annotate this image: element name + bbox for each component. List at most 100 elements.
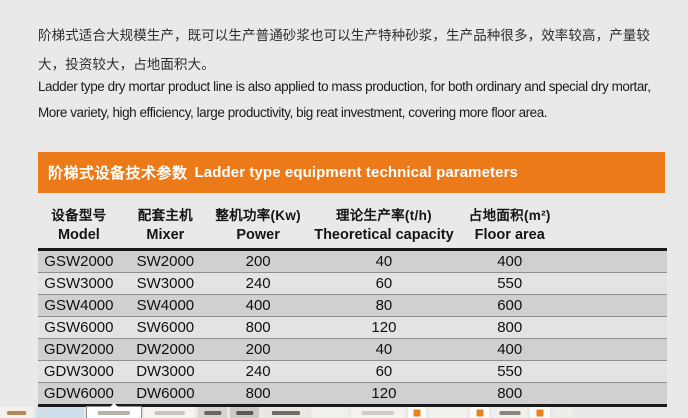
table-cell: 240 — [210, 272, 306, 295]
table-cell: 40 — [305, 338, 463, 361]
table-cell: 550 — [462, 360, 557, 383]
table-cell: GDW2000 — [38, 338, 120, 361]
table-cell: SW2000 — [136, 253, 195, 270]
thumb-doc-page[interactable] — [553, 407, 573, 418]
col-header-capacity-zh: 理论生产率(t/h) — [335, 208, 432, 223]
table-cell: 400 — [497, 253, 523, 270]
table-cell — [557, 250, 667, 273]
section-title-chinese: 阶梯式设备技术参数 — [48, 165, 188, 182]
thumbnail-content-mark — [6, 410, 27, 415]
technical-parameters-table: 设备型号 Model 配套主机 Mixer 整机功率(Kw) Power 理论生… — [38, 205, 667, 407]
table-row: GSW2000 SW2000 200 40 400 — [38, 249, 667, 273]
table-cell: 800 — [210, 382, 306, 407]
table-cell: GDW6000 — [38, 382, 120, 407]
table-cell: 200 — [245, 253, 271, 270]
table-cell: SW4000 — [119, 294, 211, 317]
table-cell: 400 — [210, 294, 306, 317]
col-header-mixer-en: Mixer — [146, 227, 185, 243]
col-header-floor-area-zh: 占地面积(m²) — [468, 208, 551, 223]
table-cell: 800 — [462, 316, 557, 339]
table-cell — [556, 294, 667, 317]
thumb-orange-header-page[interactable] — [408, 407, 426, 418]
intro-paragraph-english: Ladder type dry mortar product line is a… — [38, 78, 651, 120]
col-header-capacity: 理论生产率(t/h) Theoretical capacity — [305, 205, 463, 251]
table-cell: 120 — [305, 316, 463, 339]
table-cell — [556, 338, 667, 361]
col-header-spacer — [556, 205, 667, 251]
table-cell: GSW3000 — [38, 272, 120, 295]
table-cell — [556, 316, 667, 339]
table-row: GDW2000 DW2000 200 40 400 — [38, 338, 667, 361]
table-cell: 200 — [210, 338, 306, 361]
thumb-orange-header-page[interactable] — [530, 407, 550, 418]
table-cell — [556, 382, 667, 407]
table-cell: 60 — [305, 272, 463, 295]
table-cell: 60 — [305, 360, 463, 383]
col-header-floor-area: 占地面积(m²) Floor area — [462, 205, 557, 251]
section-title-english: Ladder type equipment technical paramete… — [194, 164, 518, 181]
thumbnail-content-mark — [154, 410, 185, 415]
thumb-product-photo[interactable] — [0, 407, 33, 418]
thumb-spec-sheet[interactable] — [144, 407, 195, 418]
table-cell: 400 — [462, 338, 557, 361]
thumbnail-orange-accent — [476, 409, 483, 416]
table-cell: 600 — [462, 294, 557, 317]
thumb-sky-photo[interactable] — [36, 407, 84, 418]
thumb-equipment-photo[interactable] — [198, 407, 227, 418]
table-cell: SW6000 — [119, 316, 211, 339]
table-row: GSW6000 SW6000 800 120 800 — [38, 316, 667, 339]
col-header-power: 整机功率(Kw) Power — [210, 205, 306, 251]
thumb-equipment-photo[interactable] — [230, 407, 259, 418]
thumbnail-content-mark — [203, 410, 222, 415]
table-cell: DW6000 — [119, 382, 211, 407]
col-header-floor-area-en: Floor area — [474, 227, 545, 243]
thumb-doc-page[interactable] — [312, 407, 348, 418]
table-cell — [556, 360, 667, 383]
col-header-power-zh: 整机功率(Kw) — [215, 208, 301, 223]
table-cell: 80 — [305, 294, 463, 317]
col-header-capacity-en: Theoretical capacity — [314, 227, 454, 243]
thumb-selected-page[interactable] — [86, 403, 142, 418]
col-header-power-en: Power — [236, 227, 280, 243]
table-row: GDW3000 DW3000 240 60 550 — [38, 360, 667, 383]
thumbnail-content-mark — [361, 410, 395, 415]
col-header-model-en: Model — [57, 227, 100, 243]
table-cell: 550 — [462, 272, 557, 295]
thumbnail-orange-accent — [413, 409, 421, 416]
col-header-mixer: 配套主机 Mixer — [119, 205, 211, 251]
thumb-orange-header-page[interactable] — [470, 407, 489, 418]
col-header-mixer-zh: 配套主机 — [137, 208, 193, 223]
thumbnail-strip — [0, 403, 688, 418]
table-cell: DW3000 — [119, 360, 211, 383]
thumbnail-content-mark — [235, 410, 254, 415]
table-cell: GSW2000 — [44, 253, 114, 270]
thumb-doc-page[interactable] — [429, 407, 467, 418]
col-header-model: 设备型号 Model — [38, 205, 120, 251]
thumb-doc-page[interactable] — [351, 407, 405, 418]
table-header: 设备型号 Model 配套主机 Mixer 整机功率(Kw) Power 理论生… — [38, 205, 667, 251]
table-cell: 800 — [462, 382, 557, 407]
table-cell: DW2000 — [119, 338, 211, 361]
thumbnail-orange-accent — [536, 409, 544, 416]
table-row: GSW4000 SW4000 400 80 600 — [38, 294, 667, 317]
thumbnail-content-mark — [499, 410, 520, 415]
table-cell: 800 — [210, 316, 306, 339]
table-body: GSW2000 SW2000 200 40 400 GSW3000 SW3000 240 60 5… — [38, 249, 667, 407]
table-cell — [556, 272, 667, 295]
table-cell: 40 — [375, 253, 393, 270]
table-row: GDW6000 DW6000 800 120 800 — [38, 382, 667, 407]
table-cell: 240 — [210, 360, 306, 383]
table-cell: GSW4000 — [38, 294, 120, 317]
table-cell: GDW3000 — [38, 360, 120, 383]
thumbnail-content-mark — [97, 410, 131, 415]
table-row: GSW3000 SW3000 240 60 550 — [38, 272, 667, 295]
table-cell: 120 — [305, 382, 463, 407]
thumb-machine-pair-photo[interactable] — [262, 407, 309, 418]
intro-paragraph-chinese: 阶梯式适合大规模生产，既可以生产普通砂浆也可以生产特种砂浆，生产品种很多，效率较… — [38, 27, 650, 72]
section-header: 阶梯式设备技术参数 Ladder type equipment technica… — [38, 152, 665, 193]
thumbnail-content-mark — [271, 410, 300, 415]
table-cell: SW3000 — [119, 272, 211, 295]
table-cell: GSW6000 — [38, 316, 120, 339]
thumb-doc-page[interactable] — [492, 407, 527, 418]
col-header-model-zh: 设备型号 — [51, 208, 107, 223]
